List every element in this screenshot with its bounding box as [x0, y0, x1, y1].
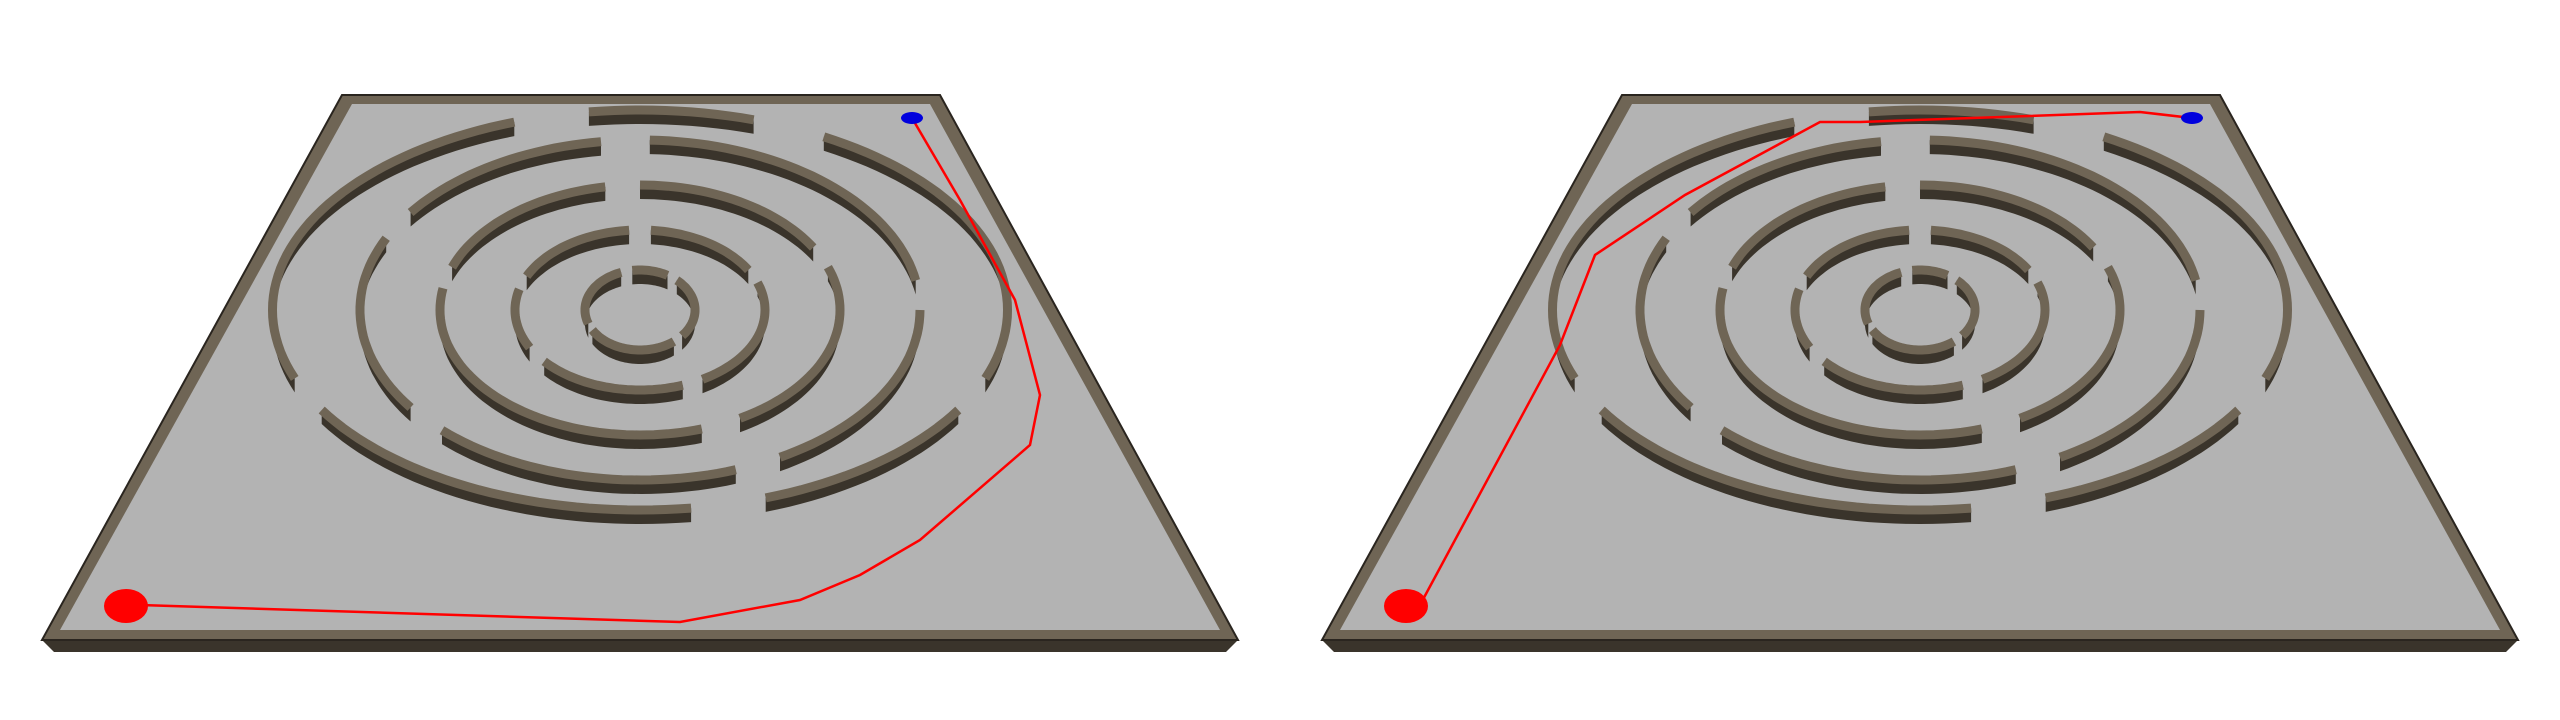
- floor-front-edge: [1322, 640, 2518, 652]
- solution-path: [139, 117, 1042, 624]
- ring-0-wall-top-2: [1547, 117, 1796, 381]
- ring-0-wall-top-0: [764, 406, 962, 503]
- ring-3-wall-side-2: [1806, 230, 1910, 291]
- goal-marker: [901, 112, 923, 124]
- ring-4-wall-top-3: [1954, 276, 1980, 340]
- ring-0-wall-top-3: [588, 105, 755, 125]
- maze-panel-right: [1280, 0, 2560, 720]
- maze-rings: [1547, 105, 2293, 524]
- start-marker: [104, 589, 148, 623]
- ring-1-wall-top-1: [355, 235, 414, 411]
- ring-2-wall-side-0: [1720, 288, 1982, 449]
- ring-1-wall-side-2: [410, 141, 601, 227]
- ring-3-wall-top-4: [1980, 280, 2050, 384]
- ring-1-wall-top-2: [407, 137, 602, 216]
- maze-floor: [1320, 94, 2520, 652]
- ring-0-wall-side-4: [2103, 136, 2288, 393]
- ring-0-wall-top-4: [822, 132, 1013, 381]
- ring-2-wall-top-3: [2018, 265, 2125, 423]
- ring-3-wall-top-2: [523, 225, 630, 279]
- ring-4-wall-top-2: [1911, 265, 1950, 280]
- ring-1-wall-top-3: [649, 135, 920, 282]
- ring-1-wall-top-0: [1719, 426, 2017, 485]
- ring-3-wall-top-2: [1803, 225, 1910, 279]
- start-marker: [1384, 589, 1428, 623]
- ring-3-wall-side-2: [526, 230, 630, 291]
- ring-3-wall-top-3: [650, 225, 752, 274]
- ring-3-wall-top-0: [1821, 357, 1964, 395]
- ring-2-wall-top-0: [435, 287, 703, 440]
- floor-surface: [60, 104, 1220, 630]
- ring-1-wall-top-4: [778, 309, 925, 462]
- solution-path: [1418, 110, 2193, 606]
- floor-surface: [1340, 104, 2500, 630]
- ring-4-wall-top-2: [631, 265, 670, 280]
- ring-3-wall-top-4: [700, 280, 770, 384]
- goal-marker: [2181, 112, 2203, 124]
- maze-rings: [267, 105, 1013, 524]
- ring-3-wall-top-0: [541, 357, 684, 395]
- maze-view-right: [1320, 94, 2520, 652]
- ring-1-wall-top-0: [439, 426, 737, 485]
- ring-1-wall-side-3: [649, 140, 916, 295]
- ring-3-wall-side-3: [1930, 230, 2029, 284]
- ring-1-wall-side-3: [1929, 140, 2196, 295]
- maze-floor: [40, 94, 1240, 652]
- ring-1-wall-top-3: [1929, 135, 2200, 282]
- ring-2-wall-top-0: [1715, 287, 1983, 440]
- ring-2-wall-top-2: [1919, 180, 2097, 251]
- ring-2-wall-side-0: [440, 288, 702, 449]
- ring-0-wall-top-1: [318, 406, 692, 515]
- ring-4-wall-top-3: [674, 276, 700, 340]
- ring-2-wall-top-1: [1728, 182, 1886, 270]
- ring-2-wall-top-2: [639, 180, 817, 251]
- ring-2-wall-top-3: [738, 265, 845, 423]
- ring-3-wall-top-1: [510, 287, 534, 351]
- maze-view-left: [40, 94, 1240, 652]
- ring-2-wall-top-1: [448, 182, 606, 270]
- ring-3-wall-top-3: [1930, 225, 2032, 274]
- ring-1-wall-side-2: [1690, 141, 1881, 227]
- ring-0-wall-top-0: [2044, 406, 2242, 503]
- ring-4-wall-top-0: [588, 327, 677, 355]
- ring-3-wall-top-1: [1790, 287, 1814, 351]
- ring-1-wall-top-2: [1687, 137, 1882, 216]
- ring-4-wall-side-0: [1872, 330, 1954, 364]
- maze-panel-left: [40, 94, 1240, 652]
- ring-0-wall-top-4: [2102, 132, 2293, 381]
- ring-4-wall-top-1: [580, 268, 623, 326]
- ring-0-wall-top-2: [267, 117, 516, 381]
- ring-1-wall-top-1: [1635, 235, 1694, 411]
- ring-3-wall-side-3: [650, 230, 749, 284]
- ring-4-wall-side-0: [592, 330, 674, 364]
- ring-4-wall-top-0: [1868, 327, 1957, 355]
- ring-0-wall-side-4: [823, 136, 1008, 393]
- ring-1-wall-top-4: [2058, 309, 2205, 462]
- ring-4-wall-top-1: [1860, 268, 1903, 326]
- ring-0-wall-top-1: [1598, 406, 1972, 515]
- floor-front-edge: [42, 640, 1238, 652]
